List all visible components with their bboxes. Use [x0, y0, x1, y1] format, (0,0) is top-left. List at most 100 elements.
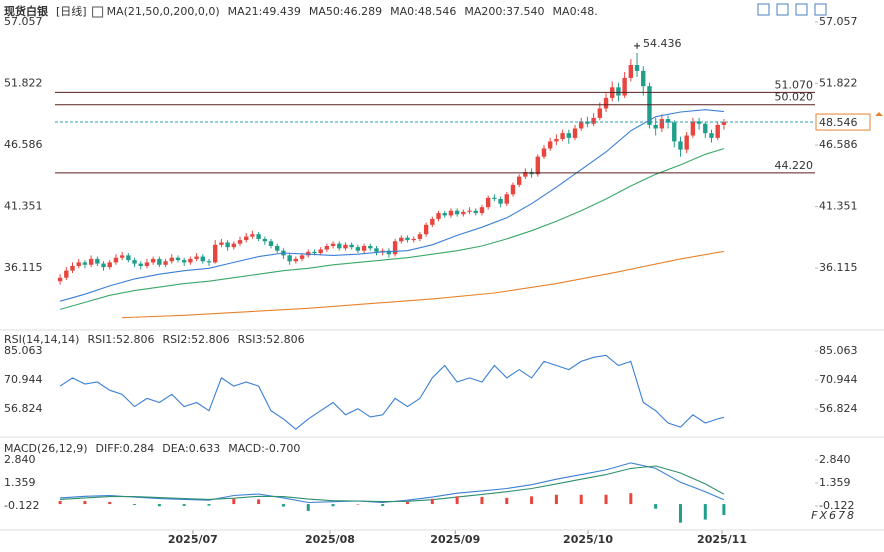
candle-body: [641, 70, 646, 87]
indicator-line: [59, 148, 725, 310]
candle-body: [597, 108, 603, 118]
indicator-label: MA(21,50,0,200,0,0): [107, 5, 220, 18]
candle-body: [523, 171, 528, 177]
price-tag-arrow: [875, 112, 883, 117]
candle-body: [585, 121, 590, 124]
icon-zoom[interactable]: [757, 3, 770, 16]
candle-body: [256, 234, 261, 239]
macd-bar: [629, 493, 633, 505]
x-tick-label: 2025/09: [430, 533, 480, 546]
legend-entry: DEA:0.633: [162, 442, 220, 455]
candle-body: [361, 245, 367, 251]
peak-marker: [634, 42, 641, 49]
y-tick-label-left: 85.063: [4, 344, 43, 357]
icon-close[interactable]: [814, 3, 827, 16]
indicator-icon: [92, 6, 104, 18]
candle-body: [175, 257, 181, 261]
candle-body: [293, 258, 299, 262]
macd-bar: [356, 504, 360, 505]
macd-bar: [381, 504, 385, 506]
y-tick-label: 41.351: [819, 200, 858, 213]
candle-body: [709, 133, 714, 138]
legend-entry: RSI3:52.806: [238, 333, 305, 346]
macd-bar: [331, 504, 335, 507]
candle-body: [349, 244, 354, 248]
macd-bar: [257, 499, 261, 505]
macd-bar: [281, 504, 285, 507]
candle-body: [492, 197, 497, 199]
candle-body: [113, 257, 119, 263]
candle-body: [200, 256, 205, 262]
macd-bar: [182, 504, 186, 506]
macd-bar: [604, 494, 608, 505]
watermark: FX678: [811, 509, 856, 522]
candle-body: [690, 121, 696, 136]
candle-body: [579, 121, 584, 129]
candle-body: [107, 262, 112, 268]
candle-body: [306, 251, 311, 256]
candle-body: [516, 176, 522, 185]
candle-body: [473, 210, 478, 214]
candle-body: [138, 263, 143, 266]
macd-bar: [703, 504, 707, 520]
candle-body: [684, 135, 689, 150]
candle-body: [126, 255, 131, 261]
candle-body: [436, 213, 441, 219]
candle-body: [268, 241, 274, 246]
macd-bar: [480, 496, 484, 505]
macd-bar: [678, 504, 682, 523]
candle-body: [119, 255, 125, 258]
y-tick-label: 36.115: [819, 261, 858, 274]
y-tick-label-left: 57.057: [4, 15, 43, 28]
y-tick-label-left: 1.359: [4, 476, 36, 489]
candle-body: [343, 244, 348, 249]
legend-entry: RSI2:52.806: [163, 333, 230, 346]
candle-body: [405, 237, 410, 241]
y-tick-label: 70.944: [819, 373, 858, 386]
candle-body: [95, 258, 100, 264]
candle-body: [616, 87, 621, 96]
candle-body: [591, 117, 596, 124]
indicator-line: [122, 250, 724, 319]
indicator-line: [59, 109, 724, 302]
y-tick-label: 1.359: [819, 476, 851, 489]
macd-bar: [430, 498, 434, 505]
candle-body: [88, 258, 94, 265]
candle-body: [504, 194, 509, 204]
icon-settings[interactable]: [776, 3, 789, 16]
candle-body: [696, 121, 702, 124]
price-tag: [815, 113, 871, 131]
legend-entry: MA0:48.: [553, 5, 598, 18]
legend-entry: MACD:-0.700: [228, 442, 300, 455]
macd-bar: [455, 496, 459, 505]
candle-body: [386, 250, 392, 255]
y-tick-label-left: 56.824: [4, 402, 43, 415]
candle-body: [219, 242, 224, 245]
level-label: 44.220: [775, 159, 814, 172]
indicator-line: [59, 354, 725, 430]
y-tick-label: 46.586: [819, 138, 858, 151]
macd-bar: [530, 496, 534, 505]
y-tick-label: 85.063: [819, 344, 858, 357]
candle-body: [442, 213, 447, 216]
y-tick-label: 56.824: [819, 402, 858, 415]
candle-body: [312, 251, 317, 254]
macd-bar: [654, 504, 658, 509]
candle-body: [237, 240, 243, 244]
x-tick-label: 2025/07: [168, 533, 218, 546]
candle-body: [330, 243, 336, 246]
legend-entry: MA50:46.289: [309, 5, 382, 18]
candle-body: [101, 263, 106, 268]
icon-fullscreen[interactable]: [795, 3, 808, 16]
candle-body: [399, 237, 404, 242]
y-tick-label-left: 36.115: [4, 261, 43, 274]
candle-body: [64, 270, 69, 278]
candle-body: [430, 218, 435, 225]
price-tag-label: 48.546: [819, 116, 858, 129]
y-tick-label-left: 46.586: [4, 138, 43, 151]
macd-bar: [58, 500, 62, 505]
legend-entry: MA200:37.540: [464, 5, 544, 18]
candle-body: [454, 210, 460, 215]
candle-body: [603, 97, 609, 109]
candle-body: [703, 123, 708, 134]
